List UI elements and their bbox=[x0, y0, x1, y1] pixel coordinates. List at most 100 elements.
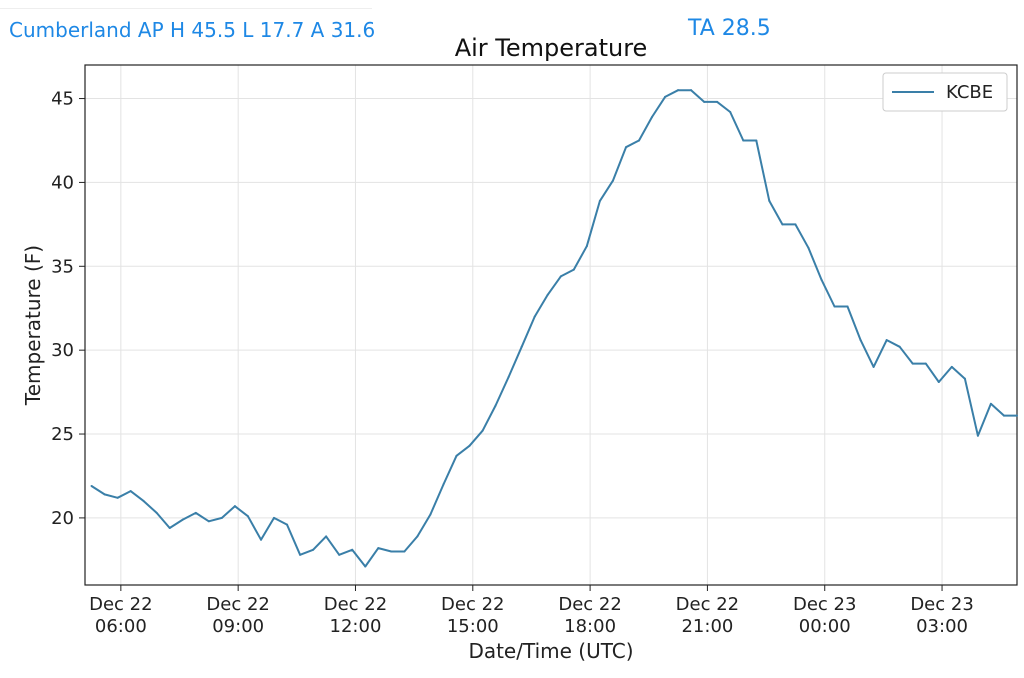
legend-label-kcbe: KCBE bbox=[946, 82, 993, 103]
data-point bbox=[194, 511, 197, 514]
data-point bbox=[572, 268, 575, 271]
x-tick-label-time: 06:00 bbox=[95, 616, 147, 637]
x-tick-label-date: Dec 22 bbox=[324, 594, 387, 615]
data-point bbox=[494, 404, 497, 407]
header-divider bbox=[0, 8, 372, 9]
x-tick-label-date: Dec 22 bbox=[558, 594, 621, 615]
data-point bbox=[664, 95, 667, 98]
x-tick-label-time: 15:00 bbox=[447, 616, 499, 637]
data-point bbox=[455, 454, 458, 457]
data-point bbox=[885, 339, 888, 342]
x-tick-label-date: Dec 23 bbox=[793, 594, 856, 615]
x-tick-label-date: Dec 22 bbox=[89, 594, 152, 615]
data-point bbox=[533, 315, 536, 318]
data-point bbox=[859, 339, 862, 342]
data-point bbox=[429, 513, 432, 516]
data-point bbox=[129, 490, 132, 493]
data-point bbox=[1002, 414, 1005, 417]
data-point bbox=[416, 535, 419, 538]
x-tick-label-time: 03:00 bbox=[916, 616, 968, 637]
series-layer bbox=[90, 89, 1018, 568]
data-point bbox=[611, 179, 614, 182]
data-point bbox=[651, 116, 654, 118]
data-point bbox=[351, 548, 354, 551]
data-point bbox=[598, 199, 601, 202]
x-tick-label-date: Dec 22 bbox=[676, 594, 739, 615]
y-tick-label: 30 bbox=[51, 340, 74, 361]
x-tick-label-time: 21:00 bbox=[681, 616, 733, 637]
data-point bbox=[690, 89, 693, 92]
data-point bbox=[911, 362, 914, 365]
data-point bbox=[546, 293, 549, 296]
station-summary: Cumberland AP H 45.5 L 17.7 A 31.6 bbox=[9, 18, 376, 42]
data-point bbox=[507, 376, 510, 378]
x-tick-label-time: 18:00 bbox=[564, 616, 616, 637]
data-point bbox=[833, 305, 836, 308]
data-point bbox=[716, 100, 719, 103]
data-point bbox=[742, 139, 745, 142]
x-tick-label-date: Dec 22 bbox=[441, 594, 504, 615]
x-tick-label-date: Dec 22 bbox=[206, 594, 269, 615]
data-point bbox=[325, 535, 328, 538]
data-point bbox=[364, 565, 367, 568]
data-point bbox=[703, 100, 706, 103]
data-point bbox=[1016, 414, 1018, 417]
data-point bbox=[103, 493, 106, 496]
data-point bbox=[898, 345, 901, 348]
data-point bbox=[963, 377, 966, 380]
legend: KCBE bbox=[882, 72, 1008, 112]
data-point bbox=[286, 523, 289, 526]
grid-lines bbox=[85, 65, 1017, 585]
legend-box bbox=[882, 72, 1008, 112]
data-point bbox=[377, 547, 380, 550]
data-point bbox=[403, 550, 406, 553]
y-axis-title: Temperature (F) bbox=[21, 245, 45, 406]
data-point bbox=[338, 553, 341, 556]
data-point bbox=[468, 444, 471, 447]
data-point bbox=[90, 485, 93, 488]
y-tick-label: 20 bbox=[51, 508, 74, 529]
data-point bbox=[794, 223, 797, 226]
plot-frame bbox=[84, 64, 1018, 586]
data-point bbox=[637, 139, 640, 142]
x-tick-label-date: Dec 23 bbox=[910, 594, 973, 615]
data-point bbox=[755, 139, 758, 142]
data-point bbox=[442, 483, 445, 486]
data-point bbox=[207, 520, 210, 523]
data-point bbox=[259, 538, 262, 541]
data-point bbox=[116, 496, 119, 499]
ta-readout: TA 28.5 bbox=[688, 16, 771, 41]
y-tick-label: 35 bbox=[51, 256, 74, 277]
data-point bbox=[585, 245, 588, 248]
x-tick-label-time: 12:00 bbox=[330, 616, 382, 637]
data-point bbox=[559, 275, 562, 278]
y-tick-label: 25 bbox=[51, 424, 74, 445]
data-point bbox=[937, 381, 940, 384]
data-point bbox=[768, 199, 771, 202]
x-tick-label-time: 09:00 bbox=[212, 616, 264, 637]
data-point bbox=[989, 402, 992, 405]
data-point bbox=[155, 511, 158, 514]
data-point bbox=[677, 89, 680, 92]
data-point bbox=[142, 500, 145, 503]
data-point bbox=[299, 553, 302, 556]
data-point bbox=[233, 505, 236, 508]
data-point bbox=[924, 362, 927, 365]
data-point bbox=[872, 365, 875, 368]
y-tick-label: 45 bbox=[51, 89, 74, 110]
data-point bbox=[846, 305, 849, 308]
data-point bbox=[481, 429, 484, 432]
data-point bbox=[520, 345, 523, 348]
data-point bbox=[220, 516, 223, 519]
chart-title: Air Temperature bbox=[455, 34, 648, 62]
data-point bbox=[820, 278, 823, 281]
series-line-kcbe bbox=[90, 89, 1017, 568]
data-point bbox=[807, 246, 810, 249]
data-point bbox=[624, 146, 627, 149]
data-point bbox=[781, 223, 784, 226]
data-point bbox=[390, 550, 393, 553]
x-tick-label-time: 00:00 bbox=[799, 616, 851, 637]
data-point bbox=[950, 365, 953, 368]
data-point bbox=[976, 434, 979, 437]
